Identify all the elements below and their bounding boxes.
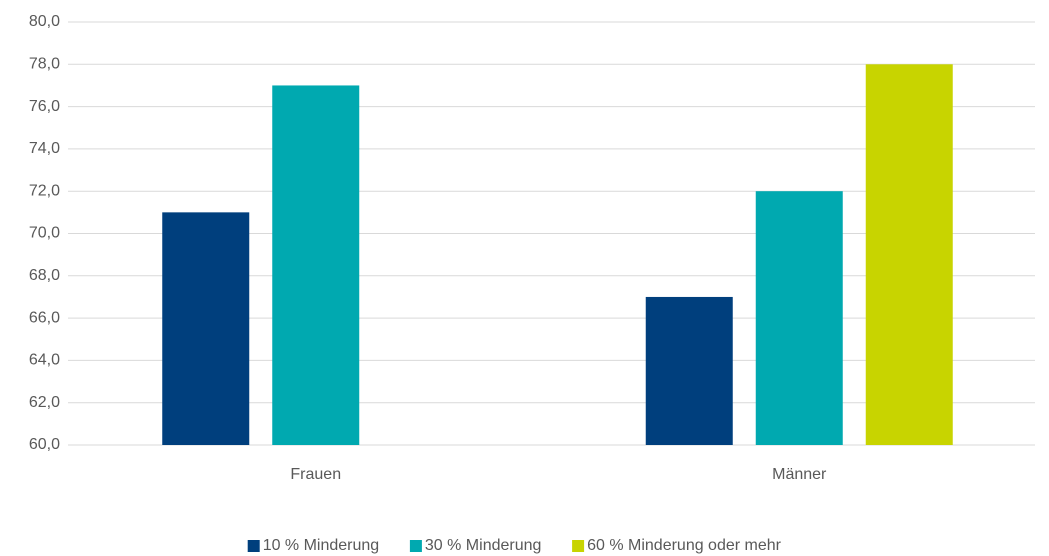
y-tick-label: 66,0 [29,309,60,326]
bar [272,85,360,445]
bar [865,64,953,446]
y-tick-label: 64,0 [29,352,60,369]
y-tick-label: 74,0 [29,140,60,157]
legend-swatch [572,540,585,552]
bar [162,212,250,445]
y-tick-label: 60,0 [29,436,60,453]
legend-label: 10 % Minderung [263,537,380,554]
y-tick-label: 68,0 [29,267,60,284]
legend-swatch [247,540,260,552]
x-tick-label: Frauen [290,466,341,483]
bar [645,296,733,445]
legend-label: 30 % Minderung [425,537,542,554]
y-tick-label: 62,0 [29,394,60,411]
y-tick-label: 72,0 [29,182,60,199]
bar [755,191,843,445]
y-tick-label: 78,0 [29,56,60,73]
legend-swatch [409,540,422,552]
y-tick-label: 80,0 [29,13,60,30]
legend-label: 60 % Minderung oder mehr [587,537,782,554]
y-tick-label: 76,0 [29,98,60,115]
x-tick-label: Männer [772,466,827,483]
y-tick-label: 70,0 [29,225,60,242]
